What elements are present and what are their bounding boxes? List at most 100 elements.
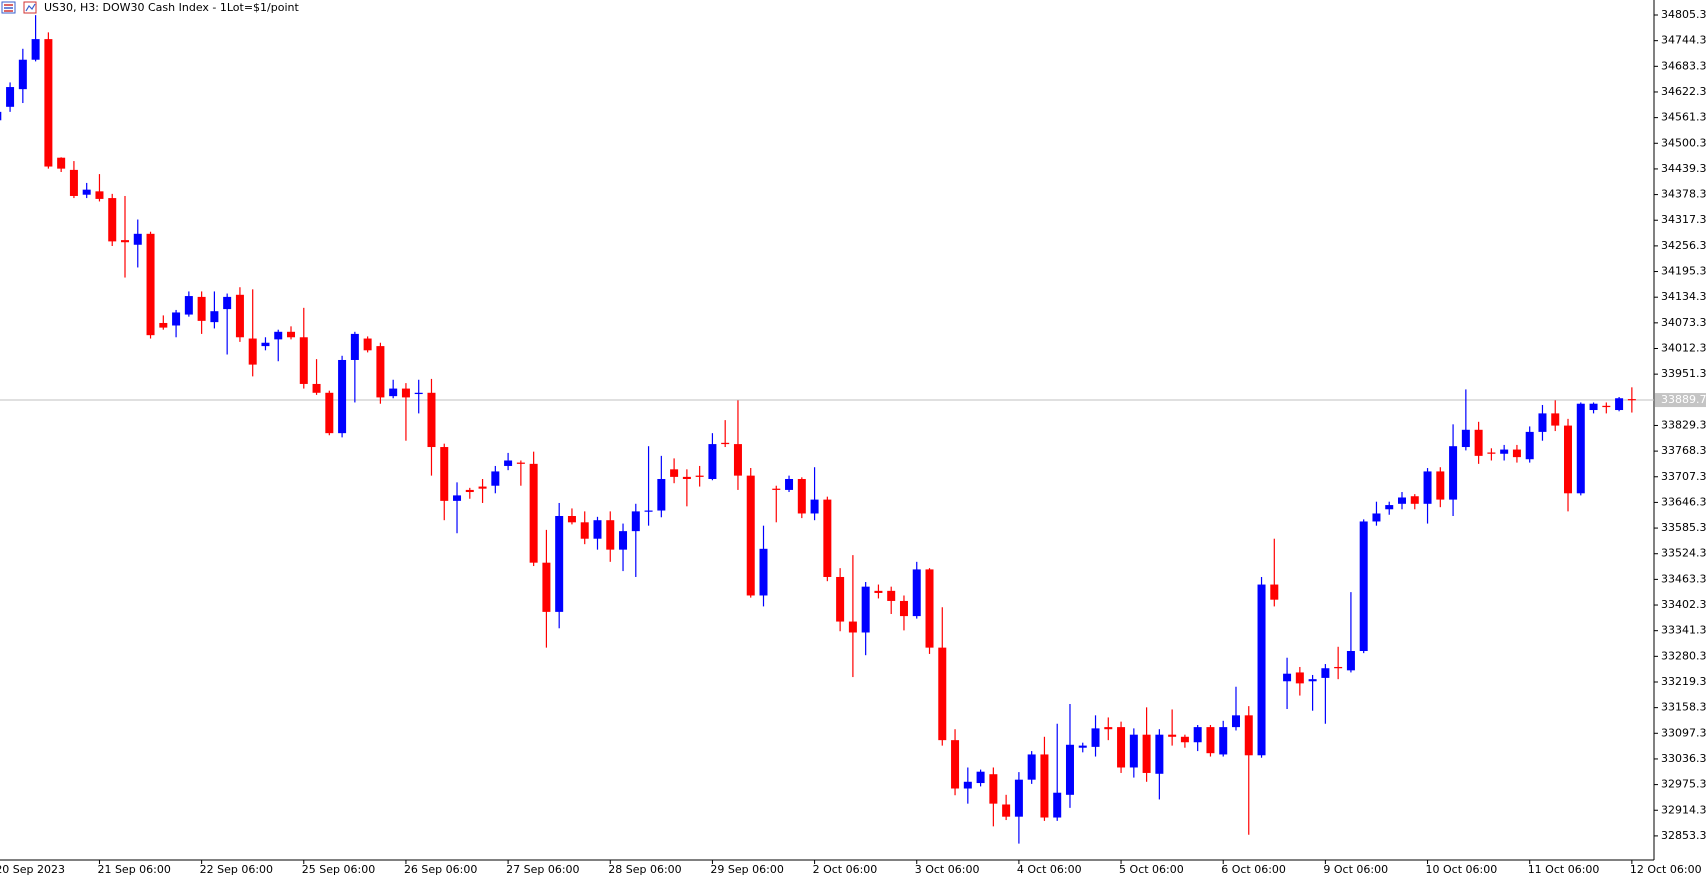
candle-body bbox=[210, 311, 219, 323]
candle-body bbox=[1219, 727, 1228, 755]
y-tick-label: 34073.3 bbox=[1661, 316, 1706, 329]
y-tick-label: 33646.3 bbox=[1661, 495, 1706, 508]
candle-body bbox=[976, 771, 985, 784]
candle-body bbox=[1231, 715, 1240, 728]
candle-body bbox=[619, 531, 628, 550]
candle-body bbox=[1423, 471, 1432, 504]
candle-body bbox=[542, 562, 551, 612]
y-tick-label: 33280.3 bbox=[1661, 649, 1706, 662]
candle-body bbox=[1602, 405, 1611, 408]
y-tick-label: 33463.3 bbox=[1661, 572, 1706, 585]
x-tick-label: 9 Oct 06:00 bbox=[1323, 863, 1388, 876]
candle-body bbox=[874, 590, 883, 593]
x-tick-label: 4 Oct 06:00 bbox=[1017, 863, 1082, 876]
candle-body bbox=[1538, 413, 1547, 432]
candle-body bbox=[899, 600, 908, 617]
candle-body bbox=[1500, 449, 1509, 454]
y-tick-label: 33341.3 bbox=[1661, 624, 1706, 637]
candle-body bbox=[1129, 734, 1138, 768]
x-tick-label: 26 Sep 06:00 bbox=[404, 863, 477, 876]
candle-body bbox=[785, 478, 794, 490]
candle-body bbox=[1257, 584, 1266, 756]
candle-body bbox=[414, 392, 423, 395]
candle-body bbox=[478, 486, 487, 489]
candle-body bbox=[287, 331, 296, 338]
candle-body bbox=[1398, 497, 1406, 504]
y-tick-label: 34378.3 bbox=[1661, 188, 1706, 201]
candle-body bbox=[1321, 668, 1330, 678]
x-tick-label: 12 Oct 06:00 bbox=[1630, 863, 1702, 876]
candle-body bbox=[963, 781, 972, 789]
candle-body bbox=[1040, 754, 1049, 818]
candle-body bbox=[121, 240, 129, 243]
y-tick-label: 33524.3 bbox=[1661, 547, 1706, 560]
y-tick-label: 33951.3 bbox=[1661, 367, 1706, 380]
candle-body bbox=[772, 488, 781, 490]
y-tick-label: 33158.3 bbox=[1661, 701, 1706, 714]
candle-body bbox=[555, 516, 564, 612]
candle-body bbox=[325, 392, 334, 434]
x-tick-label: 21 Sep 06:00 bbox=[97, 863, 170, 876]
candle-body bbox=[682, 476, 691, 479]
candle-body bbox=[670, 469, 679, 477]
y-tick-label: 33036.3 bbox=[1661, 752, 1706, 765]
candle-body bbox=[1385, 505, 1394, 510]
candle-body bbox=[440, 447, 449, 501]
candle-body bbox=[235, 294, 244, 338]
candle-body bbox=[1193, 727, 1202, 743]
candle-body bbox=[1308, 679, 1317, 682]
candle-body bbox=[836, 576, 845, 622]
candle-body bbox=[108, 198, 117, 242]
candle-body bbox=[746, 475, 755, 596]
candle-body bbox=[529, 463, 538, 563]
candle-body bbox=[516, 462, 525, 464]
candle-body bbox=[1346, 650, 1355, 671]
y-tick-label: 34317.3 bbox=[1661, 213, 1706, 226]
candle-body bbox=[695, 475, 704, 477]
candle-body bbox=[1589, 403, 1598, 411]
candle-body bbox=[861, 586, 870, 633]
candle-body bbox=[1065, 744, 1074, 795]
candle-body bbox=[184, 296, 193, 315]
candle-body bbox=[401, 388, 410, 398]
candle-body bbox=[261, 342, 270, 347]
candle-body bbox=[1551, 413, 1560, 426]
candle-body bbox=[1104, 727, 1113, 730]
y-tick-label: 33585.3 bbox=[1661, 521, 1706, 534]
candle-body bbox=[427, 392, 436, 448]
candle-body bbox=[18, 59, 27, 90]
candle-body bbox=[133, 233, 142, 245]
candle-body bbox=[580, 522, 589, 539]
candle-body bbox=[823, 499, 832, 577]
candle-body bbox=[1117, 727, 1126, 768]
candle-body bbox=[1449, 446, 1458, 500]
candle-body bbox=[312, 383, 321, 393]
candle-body bbox=[887, 590, 896, 601]
y-tick-label: 33097.3 bbox=[1661, 726, 1706, 739]
candle-body bbox=[274, 331, 283, 340]
y-tick-label: 34622.3 bbox=[1661, 85, 1706, 98]
candle-body bbox=[1078, 745, 1087, 748]
candle-body bbox=[951, 740, 960, 789]
candle-body bbox=[57, 157, 66, 169]
candle-body bbox=[159, 322, 168, 328]
y-tick-label: 34256.3 bbox=[1661, 239, 1706, 252]
y-tick-label: 34561.3 bbox=[1661, 111, 1706, 124]
candle-body bbox=[1155, 734, 1164, 774]
candle-body bbox=[31, 39, 40, 60]
candle-body bbox=[376, 346, 385, 398]
candle-body bbox=[338, 359, 347, 434]
candle-body bbox=[1244, 715, 1253, 756]
x-tick-label: 29 Sep 06:00 bbox=[710, 863, 783, 876]
y-tick-label: 33768.3 bbox=[1661, 444, 1706, 457]
candle-body bbox=[1576, 403, 1585, 494]
chart-title: US30, H3: DOW30 Cash Index - 1Lot=$1/poi… bbox=[44, 1, 299, 14]
x-tick-label: 11 Oct 06:00 bbox=[1528, 863, 1600, 876]
candle-body bbox=[44, 39, 53, 167]
candle-body bbox=[593, 520, 602, 539]
candle-body bbox=[82, 189, 91, 195]
candle-body bbox=[759, 548, 768, 596]
candle-body bbox=[708, 444, 717, 479]
candle-body bbox=[1615, 398, 1624, 411]
candle-body bbox=[810, 499, 819, 514]
